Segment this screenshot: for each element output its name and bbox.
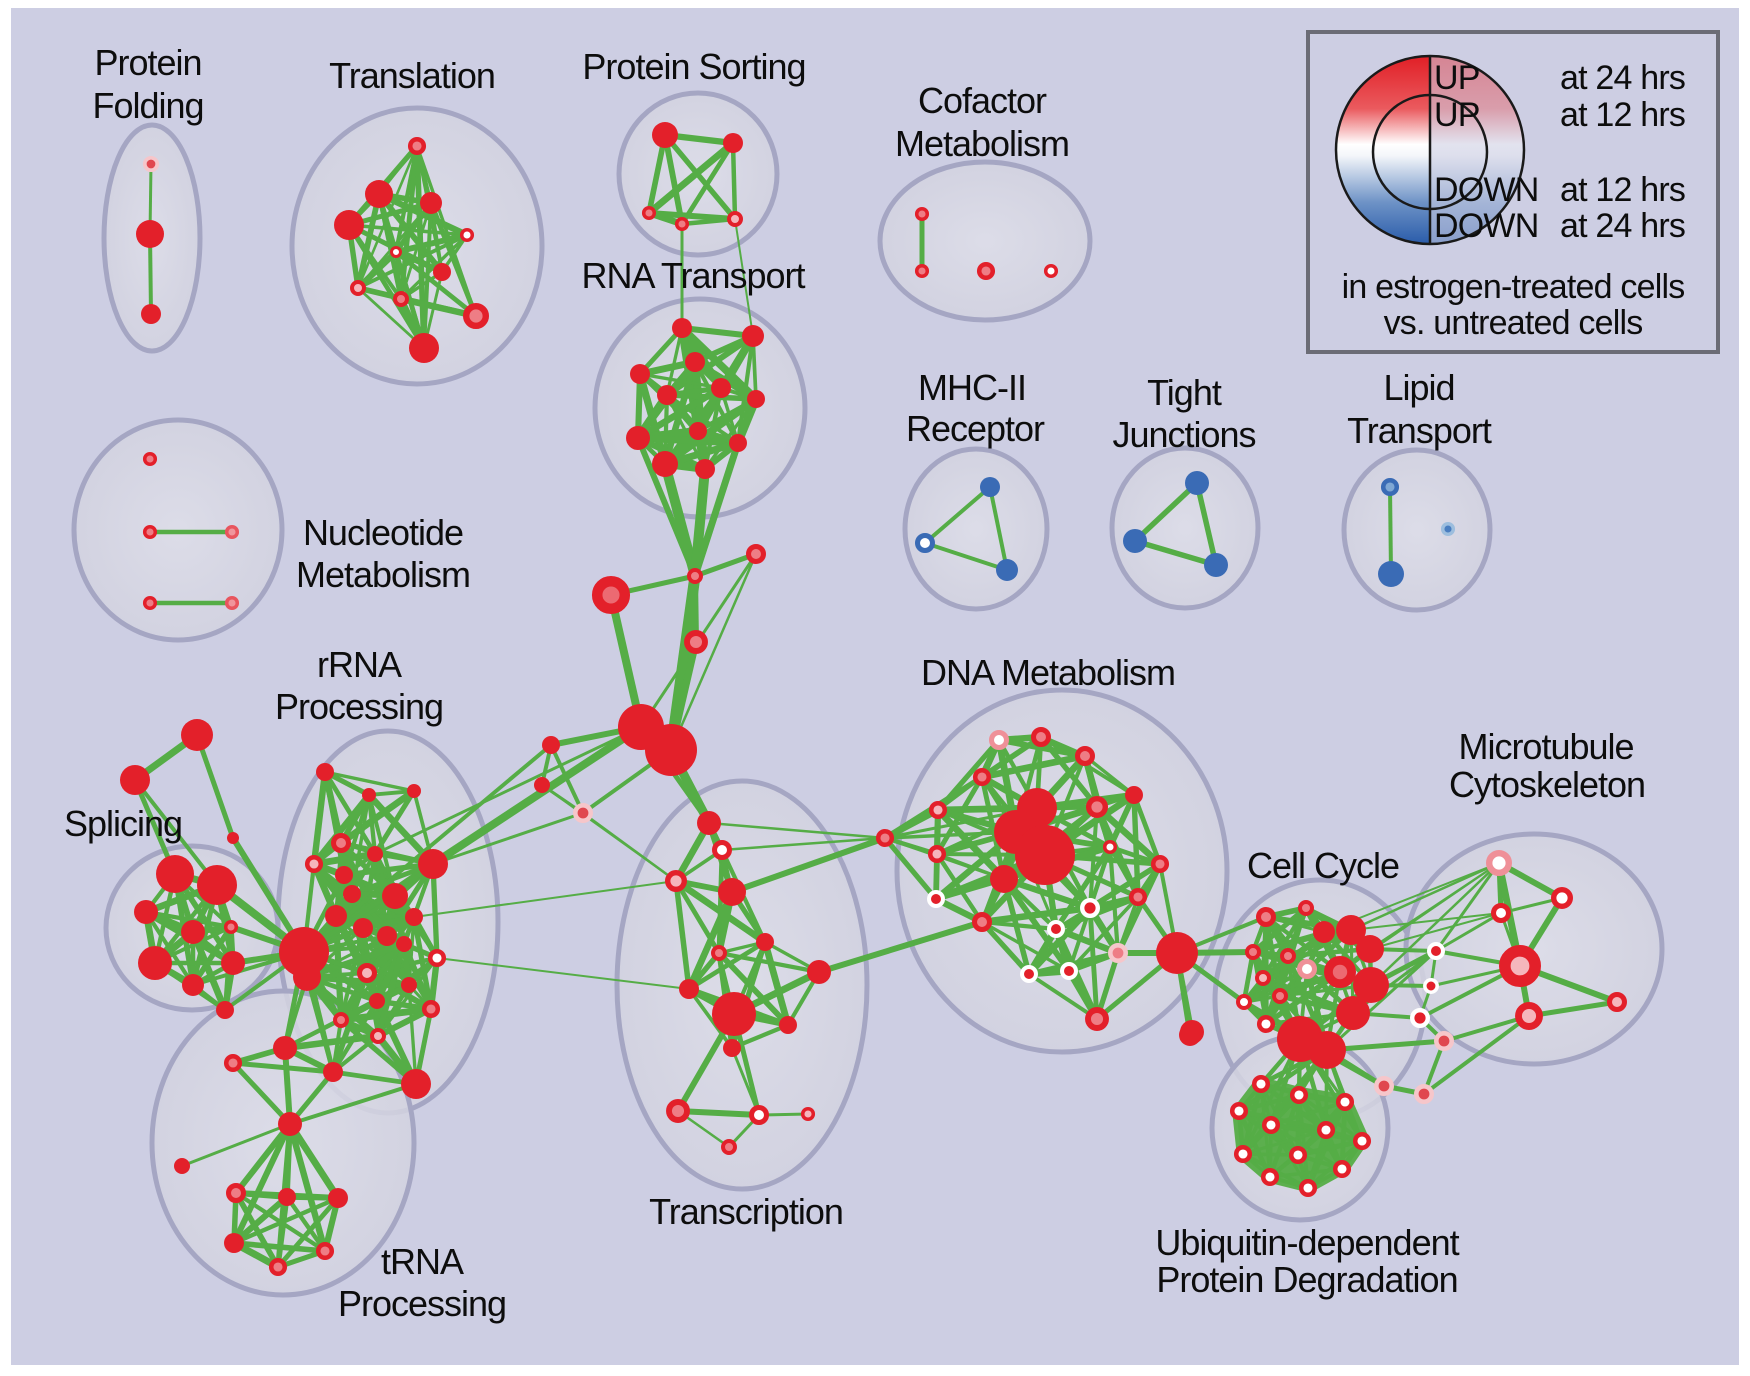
svg-text:DNA Metabolism: DNA Metabolism (921, 652, 1175, 693)
svg-text:vs. untreated cells: vs. untreated cells (1384, 304, 1643, 342)
svg-text:Cofactor: Cofactor (918, 80, 1047, 121)
svg-text:Metabolism: Metabolism (296, 554, 470, 595)
svg-text:Folding: Folding (92, 85, 203, 126)
svg-text:Ubiquitin-dependent: Ubiquitin-dependent (1155, 1222, 1459, 1263)
svg-text:UP: UP (1434, 59, 1480, 97)
svg-text:Cytoskeleton: Cytoskeleton (1449, 764, 1645, 805)
svg-text:Protein Sorting: Protein Sorting (582, 46, 805, 87)
svg-text:Processing: Processing (338, 1283, 506, 1324)
svg-text:in estrogen-treated cells: in estrogen-treated cells (1342, 268, 1685, 306)
svg-text:DOWN: DOWN (1434, 171, 1538, 209)
svg-text:Protein: Protein (94, 42, 201, 83)
svg-text:Receptor: Receptor (906, 408, 1045, 449)
svg-text:Processing: Processing (275, 686, 443, 727)
svg-text:at 24 hrs: at 24 hrs (1560, 59, 1685, 97)
svg-text:Microtubule: Microtubule (1458, 726, 1633, 767)
svg-text:Protein Degradation: Protein Degradation (1156, 1259, 1457, 1300)
svg-text:at 24 hrs: at 24 hrs (1560, 207, 1685, 245)
svg-text:Translation: Translation (329, 55, 495, 96)
svg-text:at 12 hrs: at 12 hrs (1560, 171, 1685, 209)
svg-text:rRNA: rRNA (317, 644, 402, 685)
svg-text:MHC-II: MHC-II (918, 367, 1026, 408)
svg-text:Junctions: Junctions (1112, 414, 1255, 455)
svg-text:Tight: Tight (1147, 372, 1222, 413)
svg-text:Cell Cycle: Cell Cycle (1247, 845, 1399, 886)
svg-text:Metabolism: Metabolism (895, 123, 1069, 164)
svg-text:DOWN: DOWN (1434, 207, 1538, 245)
svg-text:Transport: Transport (1347, 410, 1492, 451)
svg-text:UP: UP (1434, 96, 1480, 134)
svg-text:tRNA: tRNA (381, 1241, 464, 1282)
svg-text:RNA Transport: RNA Transport (581, 255, 805, 296)
svg-text:Nucleotide: Nucleotide (303, 512, 463, 553)
svg-text:Transcription: Transcription (649, 1191, 843, 1232)
svg-text:at 12 hrs: at 12 hrs (1560, 96, 1685, 134)
svg-text:Splicing: Splicing (64, 803, 182, 844)
svg-text:Lipid: Lipid (1383, 367, 1454, 408)
